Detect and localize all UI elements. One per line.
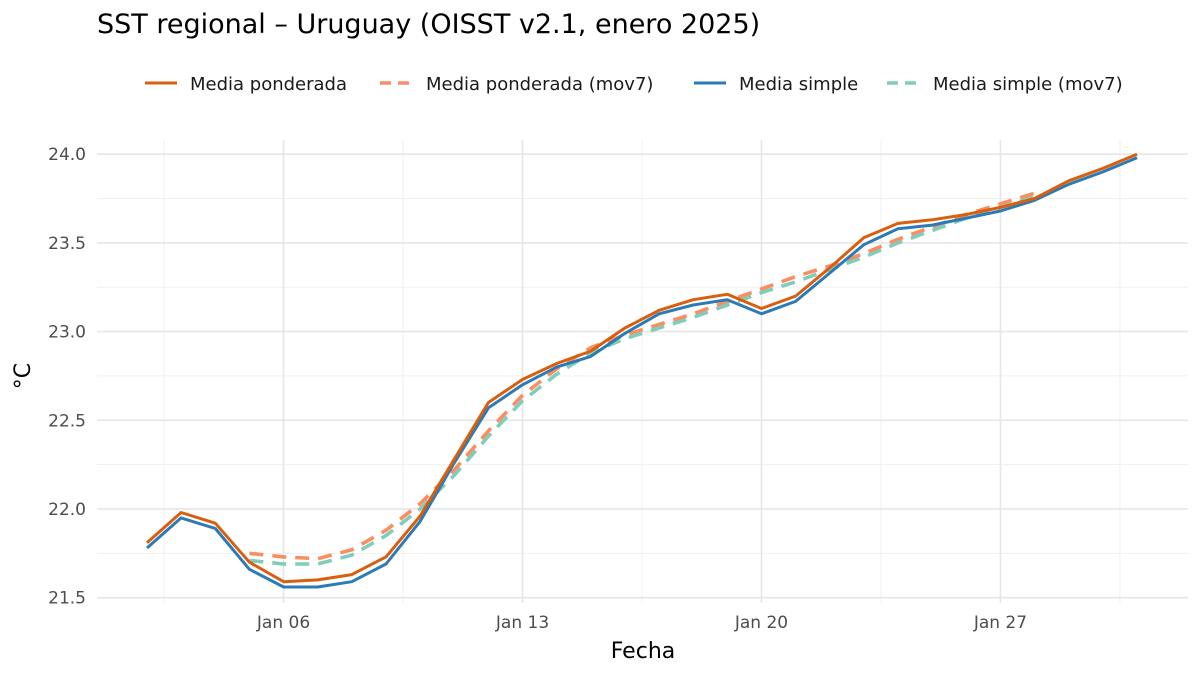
y-tick-label: 23.5: [48, 234, 86, 254]
y-axis-title: °C: [11, 363, 36, 389]
legend: Media ponderada Media ponderada (mov7) Med…: [145, 74, 1123, 95]
x-tick-label: Jan 20: [734, 613, 788, 633]
y-tick-label: 21.5: [48, 589, 86, 609]
chart-title: SST regional – Uruguay (OISST v2.1, ener…: [97, 9, 760, 40]
x-axis-title: Fecha: [611, 639, 676, 664]
x-tick-label: Jan 13: [495, 613, 549, 633]
x-axis-ticks: Jan 06 Jan 13 Jan 20 Jan 27: [256, 613, 1027, 633]
legend-label: Media simple (mov7): [933, 74, 1123, 95]
x-tick-label: Jan 27: [973, 613, 1027, 633]
series-line-media-simple: [146, 156, 1138, 589]
series-line-media-ponderada: [146, 152, 1138, 584]
plot-grid: [97, 140, 1188, 603]
x-tick-label: Jan 06: [256, 613, 310, 633]
y-tick-label: 24.0: [48, 145, 86, 165]
y-axis-ticks: 21.5 22.0 22.5 23.0 23.5 24.0: [48, 145, 86, 608]
legend-label: Media ponderada: [190, 74, 347, 95]
series-group: [146, 152, 1138, 589]
legend-label: Media simple: [739, 74, 858, 95]
series-line-media-ponderada-mov7: [249, 191, 1036, 561]
y-tick-label: 23.0: [48, 323, 86, 343]
y-tick-label: 22.0: [48, 500, 86, 520]
series-line-media-simple-mov7: [249, 195, 1036, 566]
y-tick-label: 22.5: [48, 411, 86, 431]
legend-label: Media ponderada (mov7): [426, 74, 653, 95]
